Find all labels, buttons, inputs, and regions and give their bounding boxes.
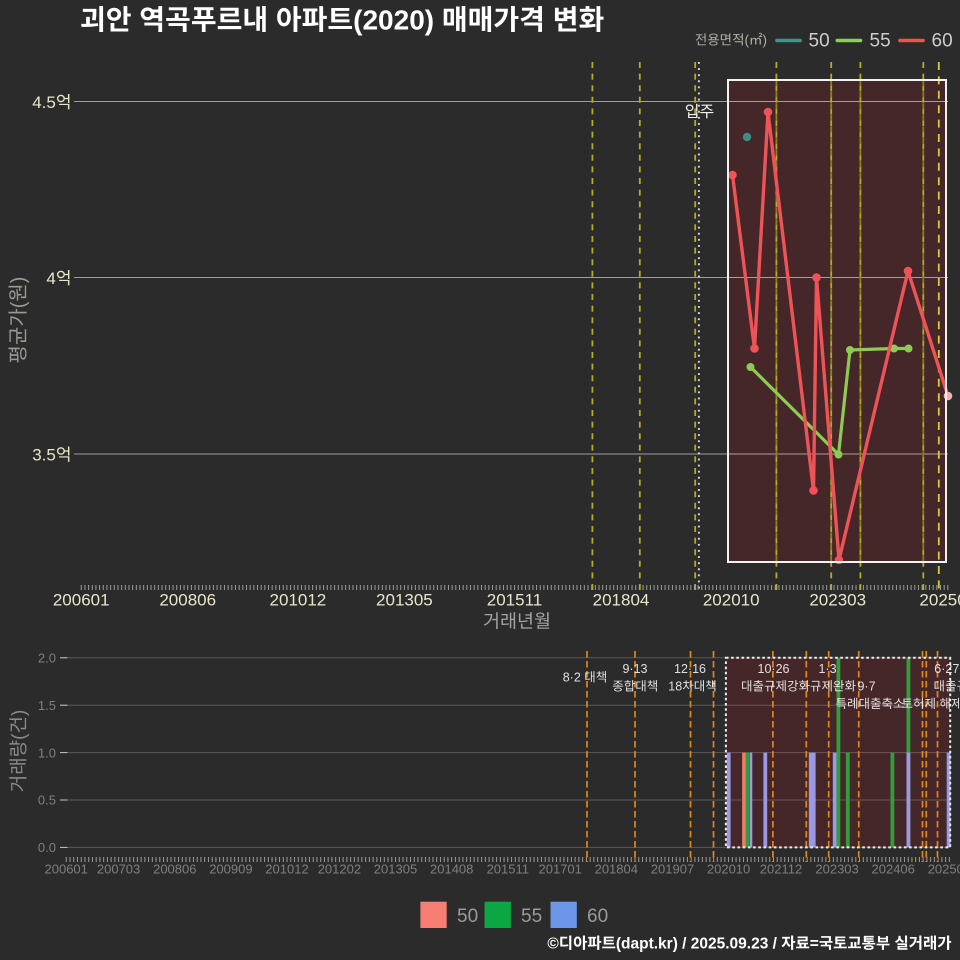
svg-text:대출규제강화: 대출규제강화 bbox=[741, 680, 811, 694]
svg-text:201701: 201701 bbox=[539, 862, 582, 877]
svg-text:규제완화: 규제완화 bbox=[810, 680, 857, 694]
svg-text:201202: 201202 bbox=[318, 862, 361, 877]
svg-text:202406: 202406 bbox=[872, 862, 915, 877]
svg-text:1.5: 1.5 bbox=[38, 698, 56, 713]
svg-text:201907: 201907 bbox=[651, 862, 694, 877]
svg-text:6·27: 6·27 bbox=[934, 662, 959, 676]
svg-text:입주: 입주 bbox=[685, 103, 714, 121]
svg-text:201804: 201804 bbox=[593, 591, 650, 610]
svg-text:201012: 201012 bbox=[265, 862, 308, 877]
svg-text:©디아파트(dapt.kr) / 2025.09.23 /: ©디아파트(dapt.kr) / 2025.09.23 / 자료=국토교통부 실… bbox=[547, 936, 951, 953]
svg-text:55: 55 bbox=[870, 31, 891, 52]
svg-text:전용면적(㎡): 전용면적(㎡) bbox=[695, 33, 767, 48]
svg-text:202303: 202303 bbox=[815, 862, 858, 877]
svg-text:60: 60 bbox=[587, 906, 608, 927]
svg-text:18차대책: 18차대책 bbox=[668, 680, 716, 694]
svg-text:종합대책: 종합대책 bbox=[612, 680, 658, 694]
svg-text:201804: 201804 bbox=[595, 862, 638, 877]
svg-text:12·16: 12·16 bbox=[674, 662, 706, 676]
svg-text:괴안 역곡푸르내 아파트(2020) 매매가격 변화: 괴안 역곡푸르내 아파트(2020) 매매가격 변화 bbox=[80, 5, 604, 36]
svg-text:201305: 201305 bbox=[376, 591, 433, 610]
svg-text:200806: 200806 bbox=[159, 591, 216, 610]
svg-text:10·26: 10·26 bbox=[758, 662, 790, 676]
svg-text:1·3: 1·3 bbox=[818, 662, 836, 676]
svg-text:200703: 200703 bbox=[97, 862, 140, 877]
svg-text:55: 55 bbox=[521, 906, 542, 927]
svg-text:9·13: 9·13 bbox=[622, 662, 647, 676]
svg-text:202509: 202509 bbox=[928, 862, 960, 877]
svg-text:201408: 201408 bbox=[430, 862, 473, 877]
svg-text:0.0: 0.0 bbox=[38, 840, 56, 855]
svg-text:거래량(건): 거래량(건) bbox=[9, 710, 30, 793]
svg-text:200601: 200601 bbox=[45, 862, 88, 877]
svg-text:평균가(원): 평균가(원) bbox=[8, 277, 30, 364]
svg-text:대출규제: 대출규제 bbox=[934, 680, 960, 694]
svg-text:4억: 4억 bbox=[46, 269, 71, 288]
svg-text:202303: 202303 bbox=[809, 591, 866, 610]
svg-text:200601: 200601 bbox=[53, 591, 110, 610]
svg-text:60: 60 bbox=[932, 31, 953, 52]
svg-text:토허제 해제: 토허제 해제 bbox=[902, 697, 960, 711]
svg-text:50: 50 bbox=[809, 31, 830, 52]
svg-text:201511: 201511 bbox=[487, 591, 542, 610]
svg-text:201012: 201012 bbox=[270, 591, 327, 610]
svg-text:200806: 200806 bbox=[153, 862, 196, 877]
svg-text:202010: 202010 bbox=[703, 591, 760, 610]
svg-text:3.5억: 3.5억 bbox=[32, 446, 71, 465]
svg-text:201511: 201511 bbox=[487, 862, 529, 877]
svg-text:2.0: 2.0 bbox=[38, 651, 56, 666]
svg-text:4.5억: 4.5억 bbox=[32, 93, 71, 112]
svg-text:특례대출축소: 특례대출축소 bbox=[835, 697, 904, 711]
svg-text:9·7: 9·7 bbox=[857, 680, 875, 694]
svg-text:0.5: 0.5 bbox=[38, 793, 56, 808]
svg-text:50: 50 bbox=[457, 906, 478, 927]
svg-text:202112: 202112 bbox=[760, 862, 802, 877]
svg-text:202509: 202509 bbox=[919, 591, 960, 610]
svg-text:거래년월: 거래년월 bbox=[483, 611, 551, 632]
svg-text:201305: 201305 bbox=[374, 862, 417, 877]
svg-text:200909: 200909 bbox=[209, 862, 252, 877]
svg-text:202010: 202010 bbox=[707, 862, 750, 877]
svg-text:1.0: 1.0 bbox=[38, 745, 56, 760]
svg-text:8·2 대책: 8·2 대책 bbox=[563, 671, 608, 685]
